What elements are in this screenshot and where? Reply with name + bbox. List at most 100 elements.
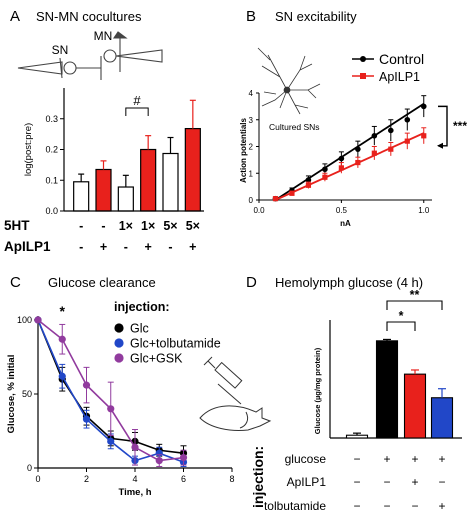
syringe-drawing bbox=[199, 356, 272, 431]
d-row-value: + bbox=[411, 475, 418, 489]
b-point bbox=[338, 155, 345, 162]
c-legend-label: Glc+GSK bbox=[130, 352, 183, 366]
c-legend-label: Glc+tolbutamide bbox=[130, 337, 221, 351]
d-row-value: − bbox=[353, 475, 360, 489]
panel-c-letter: C bbox=[10, 274, 21, 291]
d-row-value: + bbox=[383, 452, 390, 466]
b-point bbox=[305, 182, 312, 188]
a-row-value: 5× bbox=[186, 219, 200, 233]
b-y-tick-label: 3 bbox=[249, 116, 254, 125]
d-row-value: − bbox=[411, 499, 418, 513]
c-point bbox=[58, 335, 66, 343]
b-point bbox=[388, 127, 394, 134]
panel-a: A SN-MN cocultures SN MN 0.0 0.1 0.2 0.3 log… bbox=[4, 8, 204, 254]
c-legend-marker bbox=[114, 338, 124, 348]
c-x-tick-label: 2 bbox=[84, 474, 89, 484]
a-row-value: - bbox=[124, 240, 128, 254]
mn-axon-shape bbox=[115, 49, 163, 63]
a-row-value: - bbox=[168, 240, 172, 254]
d-row-label: glucose bbox=[285, 452, 327, 466]
sn-mn-cartoon bbox=[17, 31, 163, 80]
mn-label: MN bbox=[94, 29, 113, 43]
a-significance-bracket bbox=[125, 107, 149, 116]
a-y-axis-label: log(post:pre) bbox=[23, 123, 34, 176]
c-x-tick-label: 4 bbox=[132, 474, 137, 484]
c-point bbox=[58, 372, 66, 380]
a-row-label: 5HT bbox=[4, 218, 30, 233]
b-point bbox=[404, 138, 410, 144]
c-point bbox=[107, 405, 115, 413]
a-significance-label: # bbox=[133, 93, 141, 108]
c-y-tick-label: 0 bbox=[27, 463, 32, 473]
b-point bbox=[355, 159, 361, 166]
chart-d: Glucose (µg/mg protein)***glucose − + + +ApI… bbox=[264, 288, 462, 513]
a-bar bbox=[184, 127, 201, 212]
c-y-axis-label: Glucose, % initial bbox=[6, 355, 17, 434]
d-row-label: tolbutamide bbox=[264, 499, 326, 513]
c-y-tick-label: 100 bbox=[17, 315, 32, 325]
b-y-tick-label: 1 bbox=[249, 169, 254, 178]
panel-d-title: Hemolymph glucose (4 h) bbox=[275, 275, 423, 290]
panel-b-letter: B bbox=[246, 8, 256, 25]
panel-d-letter: D bbox=[246, 274, 257, 291]
b-legend-label: Control bbox=[379, 51, 424, 67]
b-x-tick-label: 0.0 bbox=[253, 206, 265, 215]
d-row-value: − bbox=[438, 475, 445, 489]
a-row-value: + bbox=[145, 240, 152, 254]
d-bar bbox=[430, 397, 454, 439]
c-legend-marker bbox=[114, 353, 124, 363]
c-point bbox=[179, 454, 188, 462]
d-row-value: + bbox=[438, 452, 445, 466]
b-point bbox=[404, 116, 411, 123]
b-y-axis-label: Action potentials bbox=[239, 118, 248, 183]
d-row-value: − bbox=[353, 452, 360, 466]
c-point bbox=[82, 415, 91, 423]
b-point bbox=[371, 133, 378, 139]
d-significance-label: * bbox=[399, 309, 404, 323]
d-significance-bracket bbox=[386, 300, 443, 310]
c-point bbox=[107, 437, 115, 445]
b-x-tick-label: 0.5 bbox=[336, 206, 348, 215]
panel-d: D Hemolymph glucose (4 h) injection: Glu… bbox=[246, 274, 462, 513]
c-x-tick-label: 0 bbox=[35, 474, 40, 484]
b-point bbox=[272, 196, 279, 202]
b-point bbox=[289, 190, 295, 196]
a-row-value: + bbox=[100, 240, 107, 254]
legend-title: injection: bbox=[114, 300, 170, 314]
a-bar bbox=[162, 152, 179, 212]
b-x-tick-label: 1.0 bbox=[418, 206, 430, 215]
b-point bbox=[338, 165, 344, 171]
c-x-tick-label: 8 bbox=[229, 474, 234, 484]
a-row-value: 1× bbox=[141, 219, 155, 233]
a-bar bbox=[95, 168, 112, 212]
panel-b-title: SN excitability bbox=[275, 9, 357, 24]
a-y-tick-label: 0.1 bbox=[45, 175, 58, 185]
d-row-value: − bbox=[383, 475, 390, 489]
a-bar bbox=[73, 181, 90, 212]
c-point bbox=[155, 457, 163, 465]
c-legend-label: Glc bbox=[130, 322, 149, 336]
a-bar bbox=[140, 148, 157, 212]
inset-label: Cultured SNs bbox=[269, 122, 320, 132]
a-bar bbox=[117, 186, 134, 212]
b-point bbox=[322, 166, 328, 173]
c-x-axis-label: Time, h bbox=[118, 487, 151, 498]
a-y-tick-label: 0.3 bbox=[45, 114, 58, 124]
b-y-tick-label: 2 bbox=[249, 143, 254, 152]
c-x-tick-label: 6 bbox=[181, 474, 186, 484]
b-fit-line bbox=[275, 132, 425, 201]
b-significance-bracket bbox=[438, 105, 448, 147]
mn-soma bbox=[103, 49, 117, 63]
panel-a-title: SN-MN cocultures bbox=[36, 9, 142, 24]
a-row-value: - bbox=[101, 219, 105, 233]
b-point bbox=[305, 177, 312, 183]
a-row-value: - bbox=[79, 219, 83, 233]
panel-a-letter: A bbox=[10, 8, 20, 25]
d-row-value: − bbox=[383, 499, 390, 513]
sn-label: SN bbox=[52, 43, 69, 57]
a-y-tick-label: 0.0 bbox=[45, 206, 58, 216]
